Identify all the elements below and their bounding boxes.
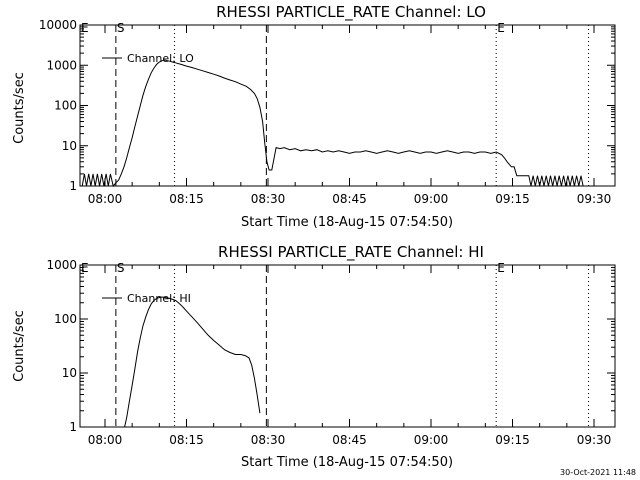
panel-lo-frame: [79, 24, 616, 187]
panel-hi-ytick-label: 100: [54, 312, 77, 326]
panel-hi-ytick-label: 1000: [46, 258, 77, 272]
panel-lo-event-marker-label: E: [81, 21, 89, 35]
panel-hi-xtick-label: 08:15: [169, 433, 204, 447]
panel-hi-ytick-label: 1: [69, 420, 77, 434]
panel-lo-ytick-label: 100: [54, 99, 77, 113]
panel-lo-ytick-label: 10000: [39, 18, 77, 32]
panel-lo-xtick-label: 08:45: [332, 192, 367, 206]
panel-hi-xtick-label: 09:15: [495, 433, 530, 447]
panel-lo-legend-label: Channel: LO: [127, 52, 194, 65]
panel-lo-series-line: [81, 59, 584, 188]
panel-hi-xtick-label: 09:00: [414, 433, 449, 447]
panel-lo-xtick-label: 09:00: [414, 192, 449, 206]
panel-hi-event-marker-label: E: [81, 261, 89, 275]
panel-hi-frame: [79, 264, 616, 428]
panel-hi-xtick-label: 08:00: [88, 433, 123, 447]
panel-lo-ylabel: Counts/sec: [12, 72, 27, 144]
panel-lo-title: RHESSI PARTICLE_RATE Channel: LO: [216, 3, 486, 22]
panel-hi-title: RHESSI PARTICLE_RATE Channel: HI: [218, 243, 484, 262]
panel-lo-xtick-label: 09:30: [577, 192, 612, 206]
panel-hi-xtick-label: 09:30: [577, 433, 612, 447]
panel-lo-xtick-label: 08:00: [88, 192, 123, 206]
panel-hi-xlabel: Start Time (18-Aug-15 07:54:50): [241, 455, 453, 470]
panel-lo-xtick-label: 08:30: [251, 192, 286, 206]
panel-lo-xtick-label: 09:15: [495, 192, 530, 206]
panel-lo-xtick-label: 08:15: [169, 192, 204, 206]
panel-lo-ytick-label: 10: [62, 139, 77, 153]
panel-hi-ytick-label: 10: [62, 366, 77, 380]
panel-hi-series-line: [124, 296, 261, 428]
panel-hi-ylabel: Counts/sec: [12, 310, 27, 382]
footer-timestamp: 30-Oct-2021 11:48: [560, 468, 636, 477]
panel-hi-xtick-label: 08:45: [332, 433, 367, 447]
panel-hi-xtick-label: 08:30: [251, 433, 286, 447]
panel-hi-legend-label: Channel: HI: [127, 292, 191, 305]
panel-hi-event-marker-label: E: [497, 261, 505, 275]
panel-lo-xlabel: Start Time (18-Aug-15 07:54:50): [241, 215, 453, 230]
panel-lo-event-marker-label: S: [117, 21, 125, 35]
panel-lo-event-marker-label: E: [497, 21, 505, 35]
panel-hi-event-marker-label: S: [117, 261, 125, 275]
panel-lo-ytick-label: 1000: [46, 58, 77, 72]
panel-lo-ytick-label: 1: [69, 179, 77, 193]
